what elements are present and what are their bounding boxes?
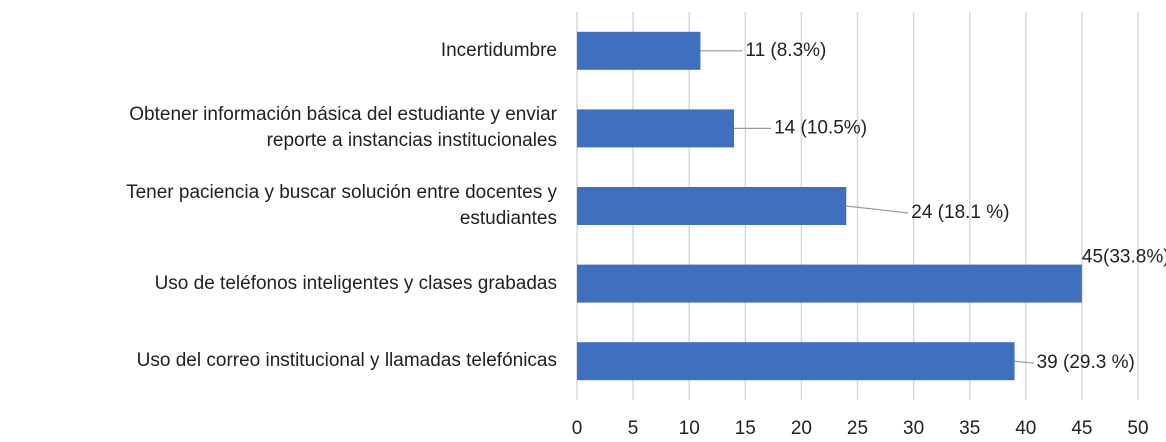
- leader-line: [846, 205, 909, 214]
- category-label: Uso de teléfonos inteligentes y clases g…: [154, 272, 557, 294]
- x-tick-label: 0: [572, 418, 583, 439]
- x-tick-label: 45: [1071, 418, 1092, 439]
- bar: [577, 187, 847, 225]
- x-tick-label: 30: [903, 418, 924, 439]
- x-tick-label: 15: [735, 418, 756, 439]
- data-label: 45(33.8%): [1082, 247, 1166, 268]
- x-tick-label: 25: [847, 418, 868, 439]
- data-label: 39 (29.3 %): [1037, 352, 1135, 373]
- data-label: 11 (8.3%): [745, 40, 826, 61]
- bar: [577, 31, 701, 70]
- category-label: Tener paciencia y buscar solución entre …: [126, 182, 557, 229]
- x-tick-label: 40: [1015, 418, 1036, 439]
- x-tick-label: 20: [791, 418, 812, 439]
- x-tick-label: 5: [628, 418, 639, 439]
- x-tick-label: 50: [1127, 418, 1148, 439]
- bar: [577, 342, 1015, 381]
- category-label: Incertidumbre: [440, 39, 557, 61]
- bar: [577, 264, 1082, 303]
- data-label: 24 (18.1 %): [911, 202, 1009, 223]
- bar: [577, 109, 735, 148]
- x-tick-label: 35: [959, 418, 980, 439]
- x-tick-label: 10: [679, 418, 700, 439]
- data-label: 14 (10.5%): [774, 117, 867, 138]
- category-label: Obtener información básica del estudiant…: [129, 104, 557, 152]
- leader-line: [1014, 360, 1034, 364]
- category-label: Uso del correo institucional y llamadas …: [136, 350, 557, 372]
